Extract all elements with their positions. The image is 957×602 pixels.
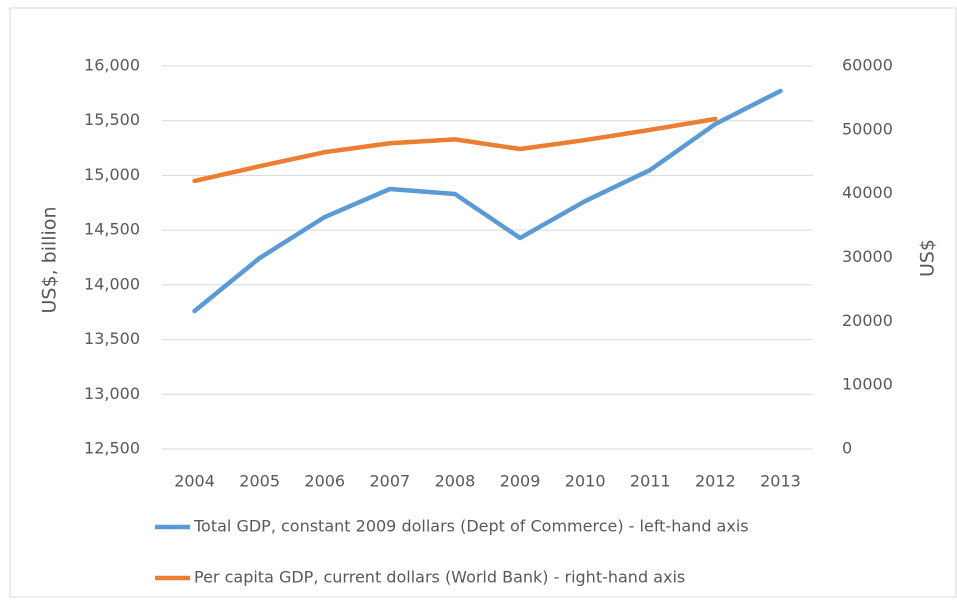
series-line — [192, 116, 718, 184]
legend-label: Per capita GDP, current dollars (World B… — [194, 568, 685, 587]
y-tick-label: 15,500 — [84, 110, 140, 129]
chart-frame — [9, 7, 957, 598]
x-tick-label: 2005 — [239, 472, 280, 491]
y-tick-label: 15,000 — [84, 165, 140, 184]
y-tick-label: 14,000 — [84, 274, 140, 293]
x-tick-label: 2009 — [500, 472, 541, 491]
x-tick-label: 2007 — [369, 472, 410, 491]
y-tick-label: 13,500 — [84, 329, 140, 348]
y-tick-label: 14,500 — [84, 220, 140, 239]
legend-label: Total GDP, constant 2009 dollars (Dept o… — [193, 517, 749, 536]
y2-tick-label: 50000 — [842, 119, 893, 138]
y2-tick-label: 10000 — [842, 375, 893, 394]
y2-tick-label: 40000 — [842, 183, 893, 202]
y2-tick-label: 20000 — [842, 311, 893, 330]
y-axis-label: US$, billion — [39, 207, 61, 314]
x-tick-label: 2013 — [760, 472, 801, 491]
y-tick-label: 12,500 — [84, 439, 140, 458]
x-tick-label: 2006 — [304, 472, 345, 491]
x-tick-label: 2010 — [565, 472, 606, 491]
y2-tick-label: 60000 — [842, 56, 893, 75]
x-tick-label: 2008 — [435, 472, 476, 491]
y2-tick-label: 30000 — [842, 247, 893, 266]
x-tick-label: 2012 — [695, 472, 736, 491]
y-tick-label: 13,000 — [84, 384, 140, 403]
y-tick-label: 16,000 — [84, 56, 140, 75]
y2-axis-label: US$ — [917, 239, 939, 277]
y2-tick-label: 0 — [842, 439, 852, 458]
x-tick-label: 2011 — [630, 472, 671, 491]
x-tick-label: 2004 — [174, 472, 215, 491]
series-line — [192, 88, 783, 314]
